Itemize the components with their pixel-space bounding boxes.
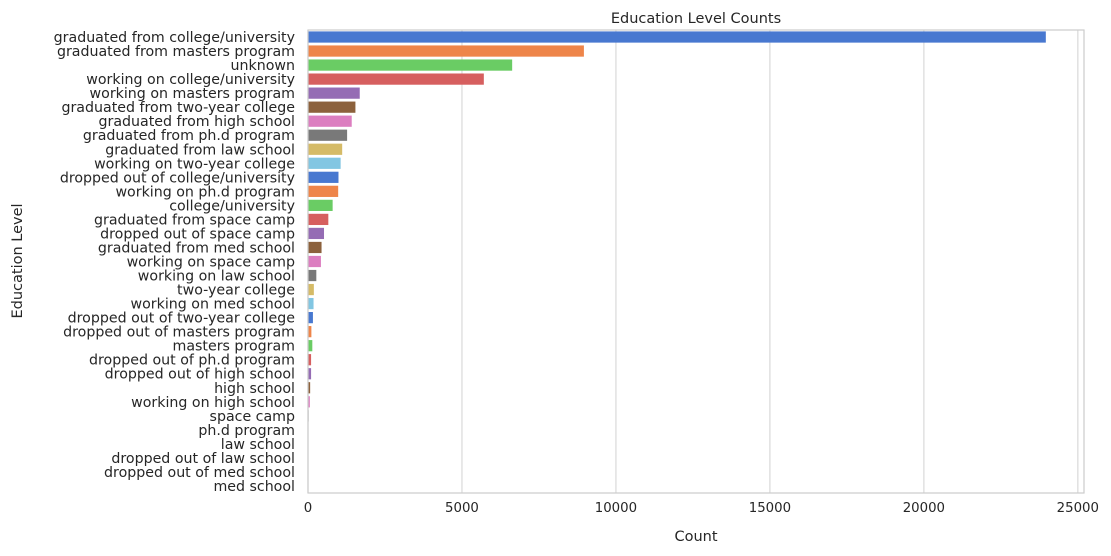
- bar: [308, 269, 317, 282]
- bar: [308, 73, 484, 85]
- y-tick-label: masters program: [173, 339, 296, 355]
- x-tick-label: 25000: [1057, 501, 1099, 516]
- y-tick-label: unknown: [231, 58, 295, 74]
- y-tick-label: working on masters program: [90, 86, 295, 102]
- y-tick-label: dropped out of masters program: [63, 325, 295, 341]
- x-tick-label: 0: [304, 501, 312, 516]
- y-tick-label: ph.d program: [198, 423, 295, 439]
- y-tick-label: dropped out of med school: [104, 465, 295, 481]
- bar: [308, 59, 513, 71]
- bar: [308, 283, 314, 296]
- bar: [308, 340, 313, 352]
- y-tick-label: space camp: [210, 409, 295, 425]
- x-tick-label: 20000: [903, 501, 945, 516]
- bar: [308, 185, 339, 197]
- y-tick-label: graduated from masters program: [57, 44, 295, 60]
- y-tick-label: med school: [213, 479, 295, 495]
- y-tick-label: dropped out of college/university: [60, 170, 295, 186]
- y-tick-label: dropped out of space camp: [100, 226, 295, 242]
- y-tick-label: working on med school: [130, 297, 295, 313]
- bar: [308, 31, 1046, 43]
- y-tick-label: graduated from college/university: [54, 30, 295, 46]
- bars: [308, 31, 1046, 492]
- bar: [308, 45, 584, 57]
- bar: [308, 326, 312, 338]
- y-tick-labels: graduated from college/universitygraduat…: [54, 30, 295, 495]
- y-tick-label: working on college/university: [86, 72, 295, 88]
- y-tick-label: working on two-year college: [94, 156, 295, 172]
- y-tick-label: graduated from two-year college: [61, 100, 295, 116]
- x-tick-labels: 0 5000 10000 15000 20000 25000: [304, 501, 1099, 516]
- x-tick-label: 15000: [749, 501, 791, 516]
- y-tick-label: college/university: [169, 198, 295, 214]
- bar: [308, 213, 329, 226]
- bar: [308, 115, 352, 127]
- bar: [308, 199, 333, 211]
- y-tick-label: high school: [214, 381, 295, 397]
- bar: [308, 157, 341, 169]
- bar: [308, 227, 325, 240]
- y-tick-label: law school: [221, 437, 295, 453]
- bar: [308, 368, 312, 380]
- y-tick-label: graduated from med school: [98, 240, 295, 256]
- bar: [308, 241, 322, 254]
- bar: [308, 297, 314, 310]
- y-tick-label: dropped out of two-year college: [68, 311, 295, 327]
- bar: [308, 171, 339, 183]
- y-axis-title: Education Level: [10, 203, 26, 318]
- bar: [308, 255, 321, 268]
- plot-frame: [307, 29, 1085, 494]
- bar: [308, 87, 360, 99]
- y-tick-label: graduated from ph.d program: [83, 128, 295, 144]
- y-tick-label: dropped out of high school: [105, 367, 295, 383]
- bar: [308, 101, 356, 113]
- y-tick-label: graduated from high school: [99, 114, 295, 130]
- y-tick-label: working on law school: [138, 269, 295, 285]
- x-tick-label: 5000: [445, 501, 479, 516]
- bar: [308, 312, 313, 324]
- x-tick-label: 10000: [595, 501, 637, 516]
- bar: [308, 396, 310, 408]
- y-tick-label: two-year college: [177, 283, 295, 299]
- bar: [308, 382, 311, 394]
- x-axis-title: Count: [674, 529, 717, 545]
- y-tick-label: working on ph.d program: [115, 184, 295, 200]
- bar: [308, 143, 343, 155]
- y-tick-label: working on high school: [131, 395, 295, 411]
- y-tick-label: graduated from law school: [105, 142, 295, 158]
- chart-title: Education Level Counts: [611, 11, 781, 27]
- plot-area: [308, 30, 1084, 493]
- y-tick-label: dropped out of law school: [111, 451, 295, 467]
- y-tick-label: dropped out of ph.d program: [89, 353, 295, 369]
- bar: [308, 354, 312, 366]
- y-tick-label: working on space camp: [127, 255, 295, 271]
- y-tick-label: graduated from space camp: [94, 212, 295, 228]
- bar: [308, 129, 348, 141]
